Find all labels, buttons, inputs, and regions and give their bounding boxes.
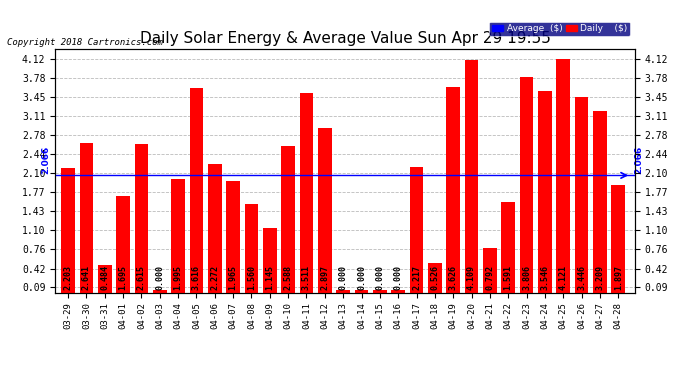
Bar — [538, 92, 552, 292]
Bar — [575, 97, 589, 292]
Bar — [373, 290, 386, 292]
Bar — [244, 204, 258, 292]
Bar — [446, 87, 460, 292]
Text: 0.792: 0.792 — [485, 265, 495, 290]
Bar — [226, 181, 240, 292]
Text: 1.560: 1.560 — [247, 265, 256, 290]
Text: 0.000: 0.000 — [357, 265, 366, 290]
Text: 2.272: 2.272 — [210, 265, 219, 290]
Bar — [135, 144, 148, 292]
Bar — [190, 87, 204, 292]
Text: 1.695: 1.695 — [119, 265, 128, 290]
Text: 3.806: 3.806 — [522, 265, 531, 290]
Text: 1.995: 1.995 — [174, 265, 183, 290]
Bar — [318, 128, 332, 292]
Bar — [520, 77, 533, 292]
Bar — [208, 164, 221, 292]
Bar — [79, 143, 93, 292]
Bar — [355, 290, 368, 292]
Text: 3.626: 3.626 — [448, 265, 457, 290]
Text: 4.121: 4.121 — [559, 265, 568, 290]
Bar — [464, 60, 478, 292]
Bar — [483, 248, 497, 292]
Text: 3.511: 3.511 — [302, 265, 311, 290]
Text: 1.591: 1.591 — [504, 265, 513, 290]
Bar — [263, 228, 277, 292]
Text: 2.066: 2.066 — [634, 146, 643, 174]
Text: 3.546: 3.546 — [540, 265, 549, 290]
Bar — [61, 168, 75, 292]
Text: 0.000: 0.000 — [375, 265, 384, 290]
Text: 3.209: 3.209 — [595, 265, 604, 290]
Text: 0.000: 0.000 — [155, 265, 164, 290]
Text: 3.616: 3.616 — [192, 265, 201, 290]
Text: 0.526: 0.526 — [431, 265, 440, 290]
Text: 2.897: 2.897 — [320, 265, 329, 290]
Bar — [593, 111, 607, 292]
Bar — [153, 290, 166, 292]
Text: 3.446: 3.446 — [577, 265, 586, 290]
Bar — [282, 146, 295, 292]
Bar — [502, 202, 515, 292]
Text: 1.145: 1.145 — [265, 265, 275, 290]
Text: 2.615: 2.615 — [137, 265, 146, 290]
Bar — [299, 93, 313, 292]
Bar — [98, 265, 112, 292]
Text: 4.109: 4.109 — [467, 265, 476, 290]
Text: Copyright 2018 Cartronics.com: Copyright 2018 Cartronics.com — [7, 38, 163, 47]
Text: 0.000: 0.000 — [339, 265, 348, 290]
Text: 2.066: 2.066 — [41, 146, 50, 174]
Text: 0.484: 0.484 — [100, 265, 109, 290]
Title: Daily Solar Energy & Average Value Sun Apr 29 19:55: Daily Solar Energy & Average Value Sun A… — [139, 31, 551, 46]
Bar — [556, 59, 570, 292]
Text: 2.641: 2.641 — [82, 265, 91, 290]
Text: 1.897: 1.897 — [614, 265, 623, 290]
Bar — [391, 290, 405, 292]
Bar — [336, 290, 350, 292]
Text: 2.588: 2.588 — [284, 265, 293, 290]
Text: 1.965: 1.965 — [228, 265, 237, 290]
Bar — [171, 179, 185, 292]
Bar — [116, 196, 130, 292]
Legend: Average  ($), Daily    ($): Average ($), Daily ($) — [489, 22, 630, 36]
Text: 2.217: 2.217 — [412, 265, 421, 290]
Text: 2.203: 2.203 — [63, 265, 72, 290]
Bar — [428, 262, 442, 292]
Bar — [410, 167, 424, 292]
Bar — [611, 185, 625, 292]
Text: 0.000: 0.000 — [394, 265, 403, 290]
